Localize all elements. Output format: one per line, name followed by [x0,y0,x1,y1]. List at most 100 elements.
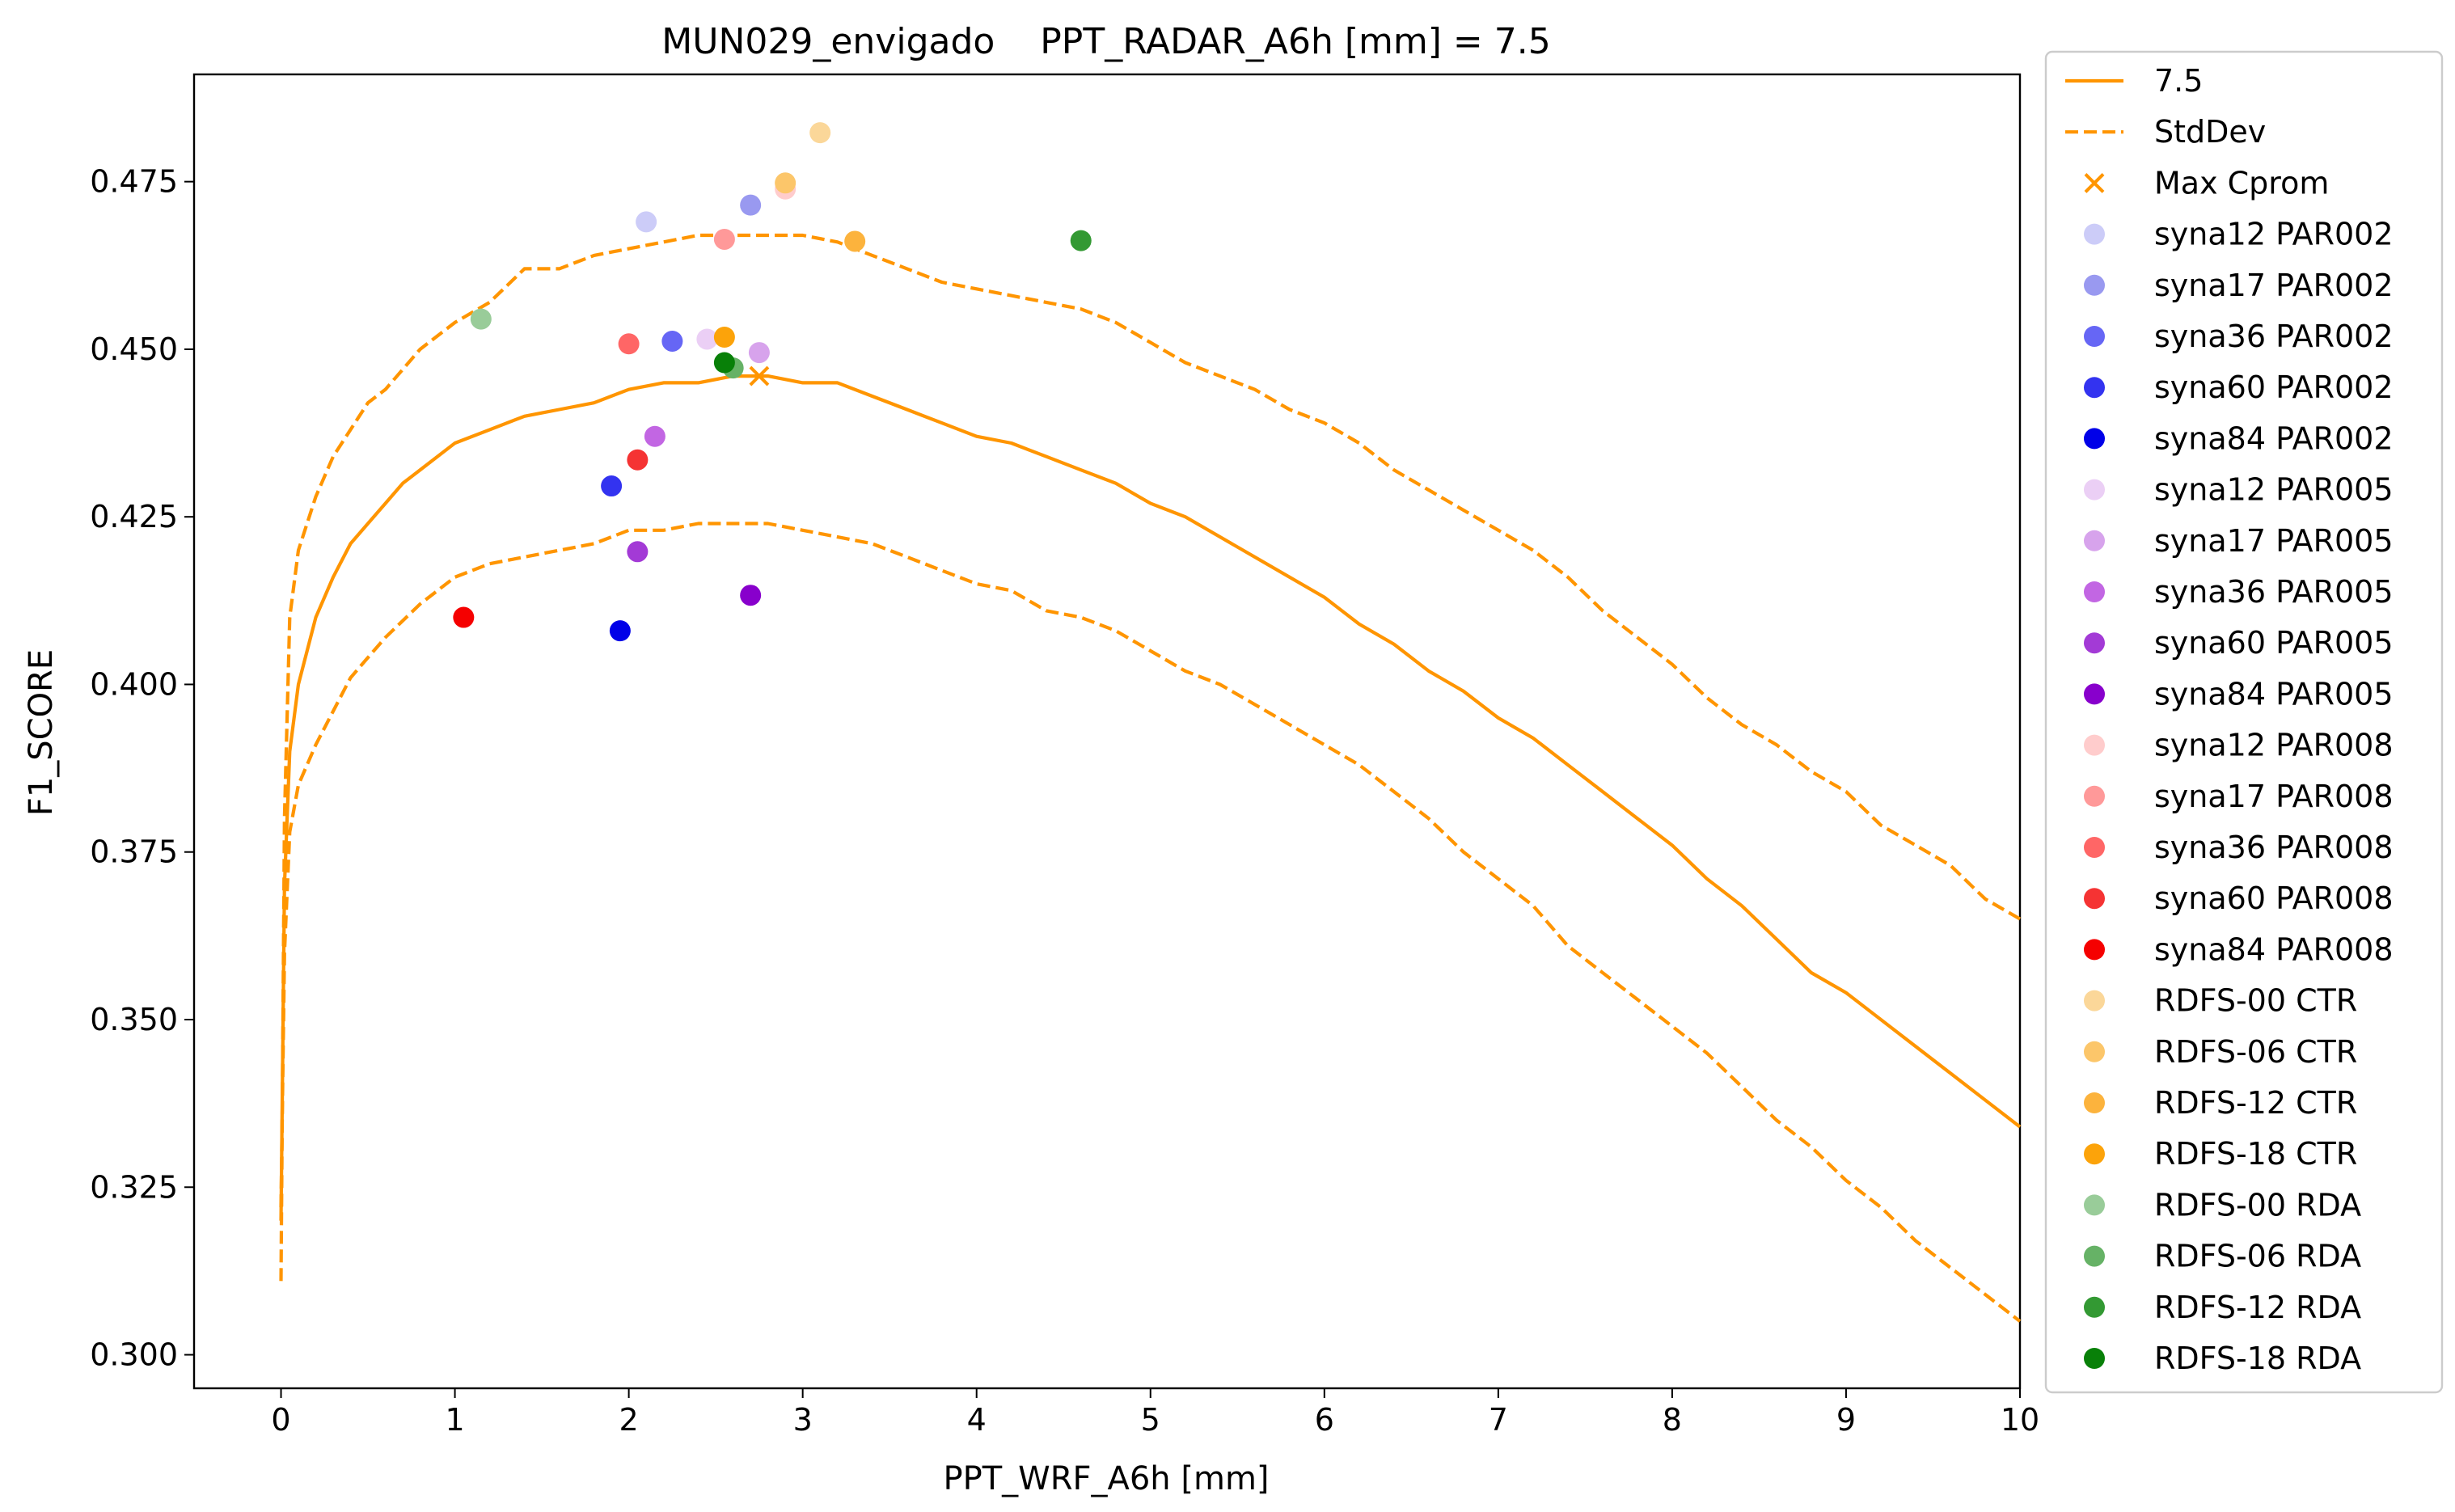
legend-entry: syna12 PAR008 [2084,728,2394,763]
legend-entry: syna17 PAR002 [2084,268,2394,303]
legend-label: syna60 PAR008 [2154,881,2394,916]
legend-dot-handle [2084,377,2105,399]
y-tick-label: 0.350 [90,1002,178,1037]
point-syna60-par008 [627,449,649,471]
point-syna60-par005 [627,541,649,563]
legend-entry: RDFS-06 CTR [2084,1034,2357,1070]
y-axis-label: F1_SCORE [23,649,60,816]
x-tick-label: 0 [271,1402,290,1438]
legend-label: RDFS-18 CTR [2154,1136,2357,1172]
legend-entry: RDFS-18 RDA [2084,1341,2361,1376]
legend-dot-handle [2084,581,2105,602]
legend-entry: syna36 PAR002 [2084,319,2394,354]
legend-label: syna12 PAR005 [2154,472,2394,508]
point-syna84-par005 [740,585,762,606]
legend-label: syna36 PAR002 [2154,319,2394,354]
legend-dot-handle [2084,1194,2105,1216]
legend-dot-handle [2084,1143,2105,1165]
legend-entry: syna84 PAR002 [2084,420,2394,456]
x-tick-label: 9 [1836,1402,1856,1438]
legend-entry: RDFS-00 RDA [2084,1187,2361,1223]
point-rdfs-12-rda [1070,230,1092,251]
legend-dot-handle [2084,1041,2105,1062]
legend-box [2044,50,2444,1394]
series-layer [279,233,2022,1323]
x-axis: 0 1 2 3 4 5 6 7 8 9 10 [271,1388,2039,1438]
y-tick-label: 0.300 [90,1337,178,1373]
y-tick-label: 0.450 [90,332,178,367]
point-syna12-par005 [696,328,718,350]
point-syna17-par008 [713,228,735,250]
point-rdfs-18-ctr [713,327,735,348]
legend-entry: RDFS-12 RDA [2084,1290,2361,1325]
legend-dot-handle [2084,632,2105,654]
x-axis-label: PPT_WRF_A6h [mm] [943,1460,1269,1497]
chart-title: MUN029_envigado PPT_RADAR_A6h [mm] = 7.5 [661,21,1550,62]
x-tick-label: 8 [1663,1402,1682,1438]
legend-entry: syna84 PAR005 [2084,676,2394,712]
legend-label: StdDev [2154,114,2266,150]
legend-dot-handle [2084,785,2105,807]
point-syna12-par002 [636,211,657,233]
legend: 7.5 StdDev Max Cprom syna12 PAR002 syna17 PA… [2044,50,2444,1394]
legend-dot-handle [2084,939,2105,961]
legend-dot-handle [2084,428,2105,450]
legend-cross-handle [2084,172,2105,193]
legend-dot-handle [2084,479,2105,500]
legend-entry: RDFS-12 CTR [2084,1085,2357,1121]
legend-label: Max Cprom [2154,165,2329,201]
legend-entry: syna36 PAR005 [2084,574,2394,610]
legend-entry: StdDev [2065,114,2266,150]
y-tick-label: 0.475 [90,164,178,200]
y-tick-label: 0.375 [90,834,178,870]
legend-entry: syna17 PAR008 [2084,779,2394,814]
legend-dot-handle [2084,990,2105,1012]
point-syna36-par005 [644,425,666,447]
point-syna36-par002 [661,330,683,352]
x-tick-label: 3 [793,1402,813,1438]
x-tick-label: 4 [967,1402,987,1438]
legend-label: syna36 PAR005 [2154,574,2394,610]
point-rdfs-00-rda [470,308,492,330]
legend-label: syna60 PAR002 [2154,370,2394,405]
legend-dot-handle [2084,1092,2105,1113]
legend-label: syna60 PAR005 [2154,625,2394,661]
point-syna17-par002 [740,194,762,216]
legend-label: RDFS-12 RDA [2154,1290,2361,1325]
point-syna60-par002 [601,475,623,497]
legend-dot-handle [2084,530,2105,551]
y-tick-label: 0.425 [90,499,178,534]
legend-dot-handle [2084,1296,2105,1318]
legend-dot-handle [2084,734,2105,756]
point-syna17-par005 [748,342,770,364]
legend-label: RDFS-18 RDA [2154,1341,2361,1376]
y-tick-label: 0.400 [90,666,178,702]
legend-entry: syna60 PAR005 [2084,625,2394,661]
legend-dot-handle [2084,1245,2105,1267]
legend-label: RDFS-12 CTR [2154,1085,2357,1121]
points-layer [453,122,1092,642]
legend-label: RDFS-00 RDA [2154,1187,2361,1223]
x-tick-label: 6 [1315,1402,1334,1438]
legend-label: syna84 PAR008 [2154,931,2394,967]
legend-entry: syna17 PAR005 [2084,523,2394,559]
point-rdfs-18-rda [713,352,735,374]
legend-label: syna17 PAR002 [2154,268,2394,303]
point-rdfs-06-ctr [775,172,797,194]
point-syna36-par008 [618,333,640,355]
point-syna84-par008 [453,606,475,628]
x-tick-label: 7 [1489,1402,1508,1438]
point-rdfs-00-ctr [809,122,831,144]
legend-label: syna84 PAR005 [2154,676,2394,712]
point-syna84-par002 [609,620,631,642]
legend-label: 7.5 [2154,63,2203,99]
legend-label: syna84 PAR002 [2154,420,2394,456]
legend-entry: 7.5 [2065,63,2203,99]
legend-label: syna17 PAR008 [2154,779,2394,814]
legend-entry: syna84 PAR008 [2084,931,2394,967]
y-axis: 0.300 0.325 0.350 0.375 0.400 0.425 0.450 0.475 [90,164,194,1373]
plot-frame [192,73,2022,1390]
x-tick-label: 1 [445,1402,464,1438]
max-cprom-marker [749,365,770,386]
legend-entry: syna60 PAR002 [2084,370,2394,405]
